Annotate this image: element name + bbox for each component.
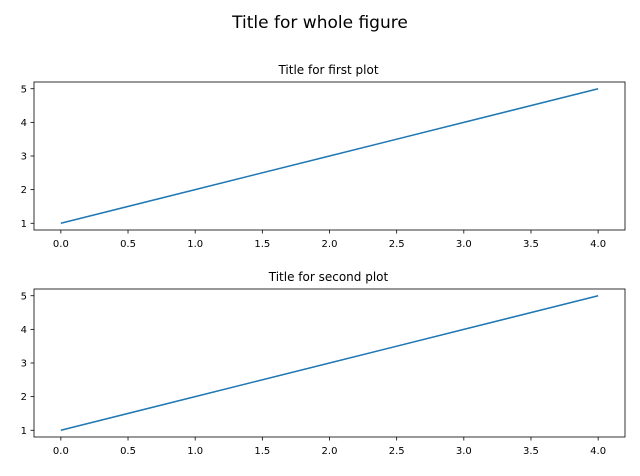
subplot-1-x-tick-label: 4.0 xyxy=(590,239,606,250)
subplot-1-x-tick-label: 1.0 xyxy=(187,239,203,250)
subplot-2-x-tick-label: 3.5 xyxy=(523,446,539,457)
figure-title: Title for whole figure xyxy=(231,13,408,33)
subplot-2-x-tick-label: 1.0 xyxy=(187,446,203,457)
subplot-1-y-tick-label: 4 xyxy=(21,118,27,129)
subplot-2: Title for second plot 0.0 0.5 1.0 1.5 2.0 2.5… xyxy=(21,270,626,457)
subplot-1-x-tick-label: 2.0 xyxy=(322,239,338,250)
subplot-2-title: Title for second plot xyxy=(268,270,389,284)
subplot-2-x-tick-label: 1.5 xyxy=(254,446,270,457)
subplot-1-series-line xyxy=(60,88,599,224)
subplot-1-title: Title for first plot xyxy=(277,63,378,77)
subplot-1: Title for first plot 0.0 0.5 1.0 1.5 2.0 2.5 3… xyxy=(21,63,626,250)
subplot-1-x-tick-label: 1.5 xyxy=(254,239,270,250)
subplot-1-y-tick-label: 5 xyxy=(21,84,27,95)
subplot-2-x-tick-label: 4.0 xyxy=(590,446,606,457)
subplot-2-x-tick-label: 2.5 xyxy=(389,446,405,457)
subplot-1-x-tick-label: 0.0 xyxy=(53,239,69,250)
subplot-2-series-line xyxy=(60,295,599,431)
subplot-2-x-tick-label: 3.0 xyxy=(456,446,472,457)
subplot-2-y-tick-label: 5 xyxy=(21,291,27,302)
subplot-1-y-tick-label: 2 xyxy=(21,185,27,196)
subplot-1-y-tick-label: 1 xyxy=(21,219,27,230)
subplot-1-x-tick-label: 3.5 xyxy=(523,239,539,250)
subplot-2-x-tick-label: 0.0 xyxy=(53,446,69,457)
subplot-1-x-tick-label: 0.5 xyxy=(120,239,136,250)
subplot-2-x-tick-label: 0.5 xyxy=(120,446,136,457)
subplot-1-x-tick-label: 3.0 xyxy=(456,239,472,250)
subplot-2-y-tick-label: 2 xyxy=(21,392,27,403)
subplot-1-x-tick-label: 2.5 xyxy=(389,239,405,250)
subplot-1-y-tick-label: 3 xyxy=(21,152,27,163)
subplot-2-y-tick-label: 1 xyxy=(21,426,27,437)
subplot-2-y-tick-label: 4 xyxy=(21,325,27,336)
subplot-2-y-tick-label: 3 xyxy=(21,359,27,370)
subplot-2-x-tick-label: 2.0 xyxy=(322,446,338,457)
